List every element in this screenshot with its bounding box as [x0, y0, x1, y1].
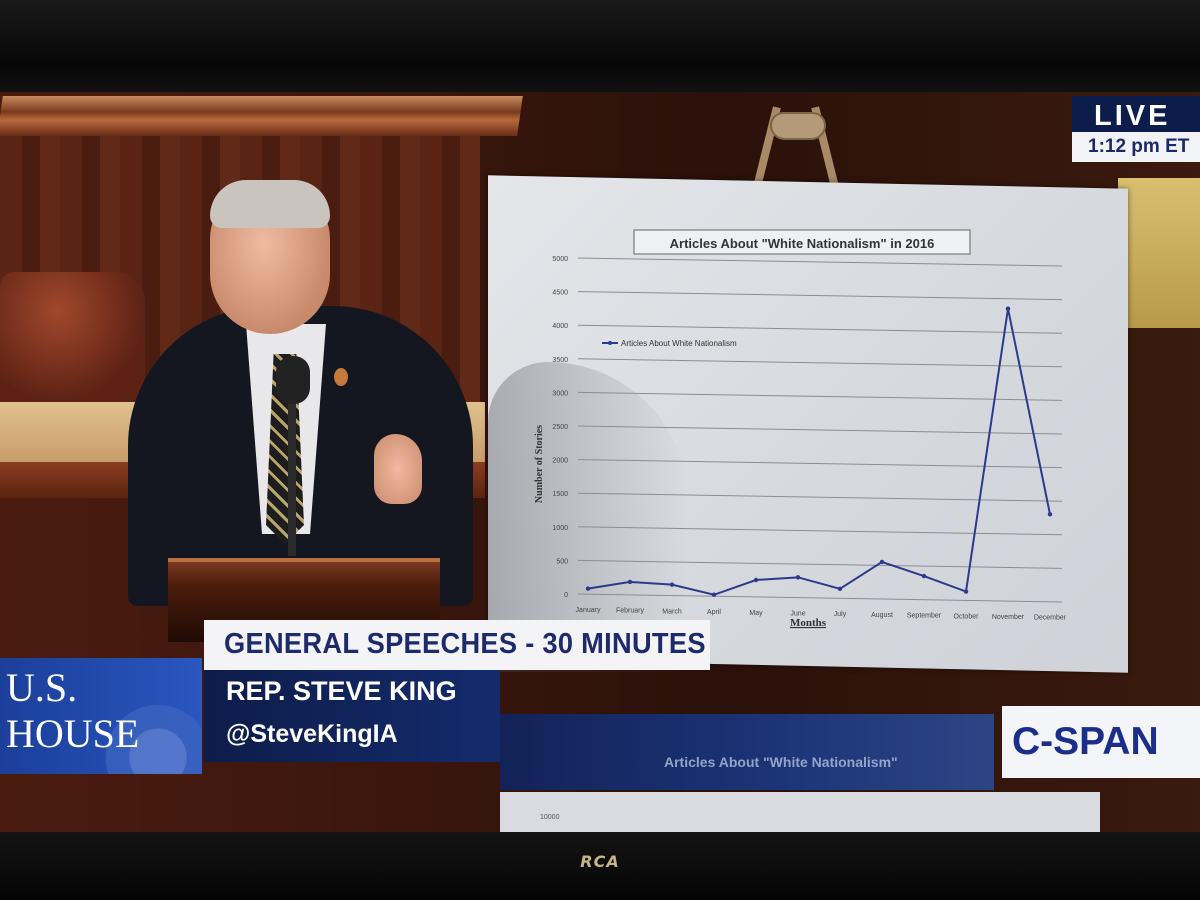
y-tick-label: 1500: [552, 491, 568, 498]
chamber-label-line2: HOUSE: [6, 711, 140, 756]
y-tick-label: 4000: [552, 323, 568, 330]
legend-marker: [608, 341, 612, 345]
segment-title-bar: GENERAL SPEECHES - 30 MINUTES: [204, 620, 710, 670]
gridline-0: [577, 593, 1063, 603]
gridline-1000: [577, 526, 1063, 536]
reflected-chart-title: Articles About "White Nationalism": [664, 754, 898, 770]
data-point-march: [669, 582, 675, 587]
y-tick-label: 2000: [552, 458, 568, 465]
tv-bezel-top: [0, 0, 1200, 92]
background-panel: [1118, 178, 1200, 328]
data-point-september: [921, 573, 927, 579]
y-tick-label: 3000: [552, 390, 568, 397]
speaker-info-box: REP. STEVE KING @SteveKingIA: [204, 670, 500, 762]
reflected-tick-label: 10000: [540, 814, 560, 821]
x-tick-label: December: [1034, 615, 1067, 622]
x-tick-label: September: [907, 613, 942, 620]
microphone: [276, 356, 310, 404]
live-label: LIVE: [1094, 100, 1171, 132]
x-tick-label: February: [616, 608, 645, 615]
x-tick-label: October: [954, 613, 980, 620]
y-tick-label: 0: [564, 592, 568, 599]
tv-brand-logo: RCA: [580, 852, 620, 871]
broadcast-time: 1:12 pm ET: [1088, 136, 1190, 157]
leather-chair: [0, 272, 145, 402]
network-logo: C-SPAN: [1002, 706, 1200, 778]
speaker-handle: @SteveKingIA: [226, 720, 398, 748]
x-tick-label: March: [662, 608, 682, 615]
x-axis-label: Months: [790, 617, 827, 629]
x-tick-label: January: [576, 607, 601, 614]
live-indicator: LIVE: [1072, 96, 1200, 132]
gridline-3000: [577, 391, 1063, 401]
data-point-july: [837, 586, 843, 591]
x-tick-label: June: [790, 611, 805, 618]
x-tick-label: April: [707, 609, 721, 616]
x-tick-label: August: [871, 612, 893, 619]
series-points: [585, 306, 1053, 597]
x-axis-ticks: January February March April May June July Augu…: [576, 607, 1067, 622]
chart-grid: [577, 257, 1063, 603]
reflected-chart-board: [500, 792, 1100, 832]
speaker-name: REP. STEVE KING: [226, 676, 457, 706]
gridline-4000: [577, 324, 1063, 334]
data-point-april: [711, 592, 717, 597]
x-tick-label: November: [992, 614, 1025, 621]
speaker-hand: [374, 434, 422, 504]
gridline-500: [577, 559, 1063, 569]
chamber-label-line1: U.S.: [6, 665, 78, 710]
network-name: C-SPAN: [1012, 720, 1159, 763]
capitol-dome-icon: [92, 690, 202, 774]
time-indicator: 1:12 pm ET: [1072, 132, 1200, 162]
x-tick-label: May: [749, 610, 763, 617]
y-tick-label: 3500: [552, 357, 568, 364]
wood-cornice: [0, 96, 523, 136]
gridline-5000: [577, 257, 1063, 267]
tv-bezel-bottom: [0, 832, 1200, 900]
lower-third-band: [500, 714, 994, 790]
data-point-january: [585, 586, 591, 591]
y-axis-ticks: 0 500 1000 1500 2000 2500 3000 3500 4000 4500 5000: [552, 256, 568, 599]
data-point-may: [753, 577, 759, 583]
y-tick-label: 2500: [552, 424, 568, 431]
gridline-4500: [577, 291, 1063, 301]
chart-title: Articles About "White Nationalism" in 20…: [670, 236, 935, 251]
gridline-2000: [577, 459, 1063, 469]
y-tick-label: 4500: [552, 290, 568, 297]
gridline-2500: [577, 425, 1063, 435]
speaker-figure: [128, 180, 488, 606]
y-axis-label: Number of Stories: [534, 425, 545, 503]
data-point-october: [963, 589, 969, 594]
data-point-august: [879, 559, 885, 565]
y-tick-label: 500: [556, 558, 568, 565]
legend-label: Articles About White Nationalism: [621, 339, 737, 348]
broadcast-screen: Articles About "White Nationalism" in 20…: [0, 92, 1200, 832]
data-point-december: [1047, 512, 1053, 517]
y-tick-label: 5000: [552, 256, 568, 263]
gridline-3500: [577, 358, 1063, 368]
data-point-february: [627, 579, 633, 585]
line-chart: Articles About "White Nationalism" in 20…: [534, 229, 1067, 629]
segment-title: GENERAL SPEECHES - 30 MINUTES: [224, 628, 706, 660]
us-house-logo: U.S. HOUSE: [0, 658, 202, 774]
chart-title-box: [633, 229, 971, 255]
microphone-stand: [288, 366, 296, 556]
lapel-pin: [334, 368, 348, 386]
easel: [751, 106, 841, 196]
speaker-hair: [210, 180, 330, 228]
data-point-november: [1005, 306, 1011, 311]
x-tick-label: July: [834, 611, 847, 618]
gridline-1500: [577, 492, 1063, 502]
data-point-june: [795, 575, 801, 580]
y-tick-label: 1000: [552, 525, 568, 532]
series-line: [587, 308, 1051, 596]
